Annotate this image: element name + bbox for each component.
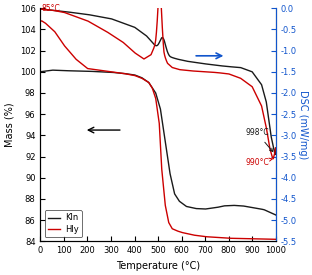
Hly	[274, 238, 277, 241]
Hly	[66, 48, 69, 51]
Text: 507°C: 507°C	[0, 274, 1, 275]
Hly	[139, 76, 143, 79]
Line: Hly: Hly	[41, 21, 275, 239]
Text: 990°C: 990°C	[245, 158, 272, 167]
Kln	[269, 211, 273, 215]
Hly	[269, 238, 273, 241]
Hly	[40, 19, 43, 23]
Hly	[39, 20, 42, 23]
Kln	[50, 68, 54, 72]
Line: Kln: Kln	[41, 70, 275, 215]
Hly	[244, 237, 248, 240]
Text: 85°C: 85°C	[41, 4, 61, 13]
Kln	[129, 73, 133, 76]
Kln	[80, 69, 83, 73]
Kln	[274, 213, 277, 216]
Kln	[66, 69, 69, 72]
Kln	[244, 205, 248, 208]
Text: 998°C: 998°C	[245, 128, 273, 152]
Y-axis label: Mass (%): Mass (%)	[4, 103, 14, 147]
X-axis label: Temperature (°C): Temperature (°C)	[116, 261, 200, 271]
Y-axis label: DSC (mW/mg): DSC (mW/mg)	[298, 90, 308, 160]
Legend: Kln, Hly: Kln, Hly	[45, 210, 82, 237]
Hly	[129, 73, 133, 76]
Hly	[80, 62, 83, 65]
Kln	[39, 70, 42, 73]
Kln	[139, 76, 143, 79]
Text: 520°C: 520°C	[0, 274, 1, 275]
